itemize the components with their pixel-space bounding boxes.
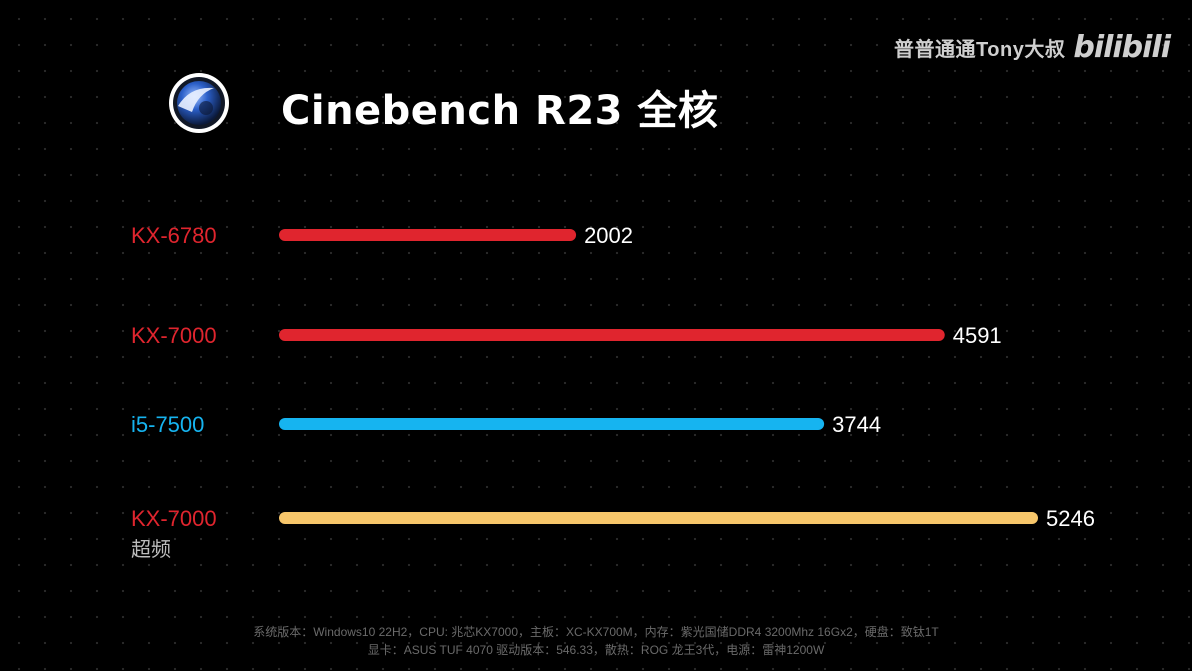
bar-value-label: 3744: [832, 412, 881, 437]
bilibili-logo: bilibili: [1073, 30, 1171, 65]
watermark: 普普通通Tony大叔 bilibili: [894, 30, 1171, 65]
category-label: KX-7000: [131, 323, 217, 348]
bar-value-label: 4591: [953, 323, 1002, 348]
footnote-line-2: 显卡：ASUS TUF 4070 驱动版本：546.33，散热：ROG 龙王3代…: [367, 643, 825, 657]
footnote-line-1: 系统版本：Windows10 22H2，CPU: 兆芯KX7000，主板：XC-…: [253, 625, 939, 639]
category-label: KX-6780: [131, 223, 217, 248]
bar-value-label: 2002: [584, 223, 633, 248]
category-sublabel: 超频: [131, 537, 171, 561]
cinema4d-logo-icon: [169, 73, 229, 133]
watermark-text: 普普通通Tony大叔: [894, 39, 1066, 61]
chart-title: Cinebench R23 全核: [281, 88, 719, 134]
bar-value-label: 5246: [1046, 506, 1095, 531]
category-label: KX-7000: [131, 506, 217, 531]
category-label: i5-7500: [131, 412, 204, 437]
